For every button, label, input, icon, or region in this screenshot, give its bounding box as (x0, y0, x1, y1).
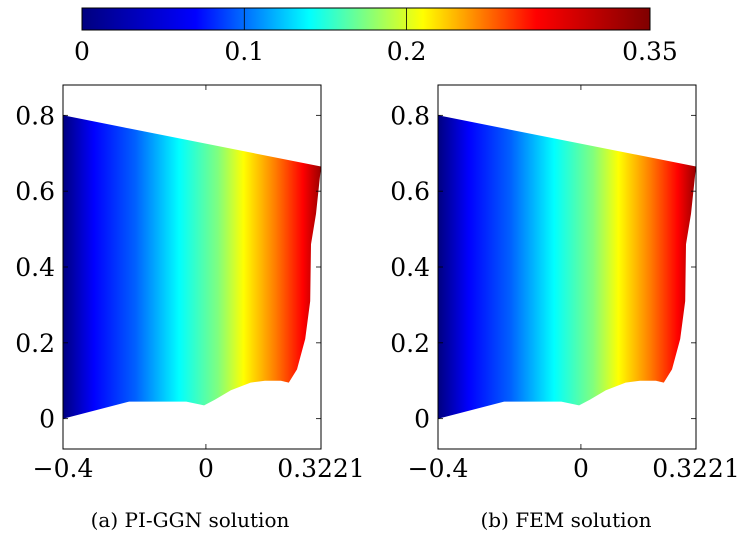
solution-field (438, 115, 696, 419)
x-tick-label: −0.4 (408, 454, 469, 483)
solution-field (63, 115, 321, 419)
y-tick-label: 0.2 (390, 329, 430, 358)
panel-caption: (b) FEM solution (480, 508, 651, 532)
colorbar-gradient (81, 7, 651, 31)
panel-caption: (a) PI-GGN solution (91, 508, 290, 532)
colorbar-ticks: 0 0.1 0.2 0.35 (74, 8, 678, 66)
y-tick-label: 0.8 (390, 101, 430, 130)
panel-fem: 0 0.2 0.4 0.6 0.8 −0.4 0 0.3221 (b) FEM solution (390, 84, 740, 532)
x-tick-label: 0.3221 (277, 454, 364, 483)
y-tick-label: 0.4 (15, 253, 55, 282)
panel-pi-ggn: 0 0.2 0.4 0.6 0.8 −0.4 0 0.3221 (a) PI-GGN solut… (15, 84, 365, 532)
colorbar-tick-label: 0.35 (622, 37, 678, 66)
colorbar-tick-label: 0.1 (224, 37, 264, 66)
x-tick-label: 0.3221 (652, 454, 739, 483)
x-tick-label: 0 (573, 454, 589, 483)
y-tick-label: 0.4 (390, 253, 430, 282)
y-tick-label: 0 (39, 405, 55, 434)
y-tick-label: 0.6 (15, 177, 55, 206)
colorbar: 0 0.1 0.2 0.35 (74, 7, 678, 66)
y-tick-label: 0.8 (15, 101, 55, 130)
colorbar-tick-label: 0 (74, 37, 90, 66)
y-tick-label: 0.2 (15, 329, 55, 358)
y-tick-label: 0.6 (390, 177, 430, 206)
x-tick-label: −0.4 (33, 454, 94, 483)
x-tick-label: 0 (198, 454, 214, 483)
y-tick-label: 0 (414, 405, 430, 434)
colorbar-tick-label: 0.2 (387, 37, 427, 66)
